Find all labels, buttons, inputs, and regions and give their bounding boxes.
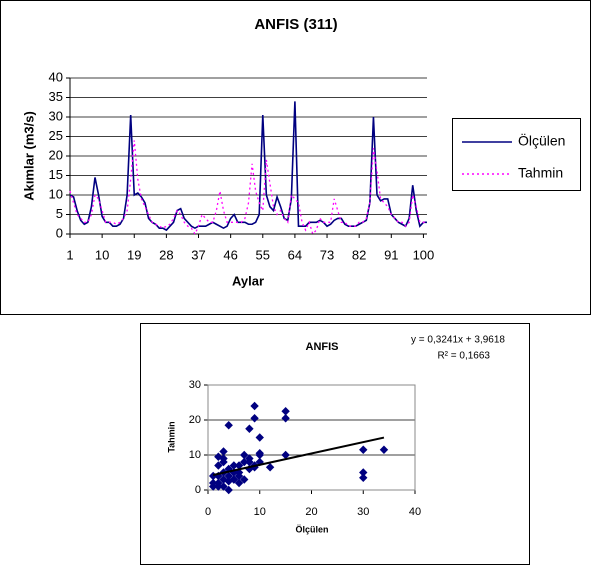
data-line bbox=[69, 140, 427, 236]
scatter-point bbox=[208, 482, 218, 491]
x-tick-label: 82 bbox=[352, 247, 366, 262]
scatter-point bbox=[214, 482, 223, 491]
plot-area bbox=[207, 384, 416, 491]
scatter-point bbox=[214, 461, 223, 470]
y-tick-label: 20 bbox=[189, 414, 201, 426]
scatter-point bbox=[255, 433, 264, 442]
x-tick-label: 64 bbox=[288, 247, 302, 262]
chart-title: ANFIS (311) bbox=[254, 16, 337, 33]
x-tick-label: 0 bbox=[205, 506, 211, 518]
scatter-point bbox=[219, 482, 228, 491]
data-line bbox=[69, 101, 427, 232]
x-tick-label: 19 bbox=[127, 247, 141, 262]
scatter-point bbox=[229, 468, 239, 477]
y-axis-label: Akımlar (m3/s) bbox=[21, 111, 36, 201]
scatter-point bbox=[224, 421, 233, 430]
scatter-point bbox=[379, 445, 389, 454]
scatter-point bbox=[281, 450, 290, 460]
x-tick-label: 10 bbox=[254, 506, 266, 518]
scatter-point bbox=[255, 450, 264, 460]
x-tick-label: 55 bbox=[256, 247, 270, 262]
y-tick-label: 10 bbox=[189, 449, 201, 461]
scatter-point bbox=[359, 468, 368, 477]
scatter-point bbox=[250, 401, 259, 411]
x-tick-label: 40 bbox=[409, 506, 421, 518]
trendline bbox=[212, 436, 385, 476]
x-tick-label: 28 bbox=[159, 247, 173, 262]
trendline-equation: y = 0,3241x + 3,9618 bbox=[411, 335, 505, 346]
legend bbox=[452, 118, 581, 191]
scatter-point bbox=[245, 457, 254, 467]
y-tick-label: 15 bbox=[49, 167, 63, 182]
scatter-point bbox=[281, 414, 290, 423]
y-tick-label: 0 bbox=[195, 484, 201, 496]
scatter-point bbox=[245, 424, 254, 433]
x-tick-label: 20 bbox=[305, 506, 317, 518]
y-tick-label: 35 bbox=[49, 89, 63, 104]
trendline-r2: R² = 0,1663 bbox=[437, 351, 490, 362]
scatter-point bbox=[265, 463, 275, 472]
y-tick-label: 20 bbox=[49, 147, 63, 162]
y-tick-label: 0 bbox=[56, 225, 63, 240]
scatter-point bbox=[224, 471, 233, 481]
y-tick-label: 25 bbox=[49, 128, 63, 143]
y-tick-label: 40 bbox=[49, 69, 63, 84]
scatter-point bbox=[240, 475, 249, 484]
scatter-point bbox=[281, 407, 290, 416]
scatter-point bbox=[359, 473, 368, 482]
scatter-point bbox=[219, 454, 228, 463]
y-tick-label: 5 bbox=[56, 206, 63, 221]
chart-frame bbox=[140, 323, 530, 565]
x-axis-label: Aylar bbox=[232, 273, 264, 288]
scatter-point bbox=[224, 485, 233, 495]
scatter-point bbox=[250, 414, 259, 423]
x-tick-label: 10 bbox=[95, 247, 109, 262]
scatter-point bbox=[229, 461, 239, 470]
legend-label: Tahmin bbox=[518, 165, 563, 181]
x-tick-label: 1 bbox=[66, 247, 73, 262]
scatter-point bbox=[229, 475, 239, 484]
y-tick-label: 30 bbox=[189, 379, 201, 391]
x-tick-label: 30 bbox=[357, 506, 369, 518]
y-tick-label: 30 bbox=[49, 108, 63, 123]
x-axis-label: Ölçülen bbox=[295, 524, 328, 534]
x-tick-label: 100 bbox=[413, 247, 435, 262]
x-tick-label: 46 bbox=[223, 247, 237, 262]
chart-title: ANFIS bbox=[306, 341, 339, 353]
x-tick-label: 37 bbox=[191, 247, 205, 262]
scatter-point bbox=[219, 447, 228, 456]
x-tick-label: 73 bbox=[320, 247, 334, 262]
y-tick-label: 10 bbox=[49, 186, 63, 201]
scatter-point bbox=[234, 478, 244, 488]
y-axis-label: Tahmin bbox=[166, 421, 176, 452]
scatter-point bbox=[240, 457, 249, 467]
x-tick-label: 91 bbox=[384, 247, 398, 262]
scatter-point bbox=[240, 450, 249, 460]
scatter-point bbox=[234, 461, 244, 470]
scatter-point bbox=[359, 445, 368, 454]
legend-label: Ölçülen bbox=[518, 132, 565, 149]
